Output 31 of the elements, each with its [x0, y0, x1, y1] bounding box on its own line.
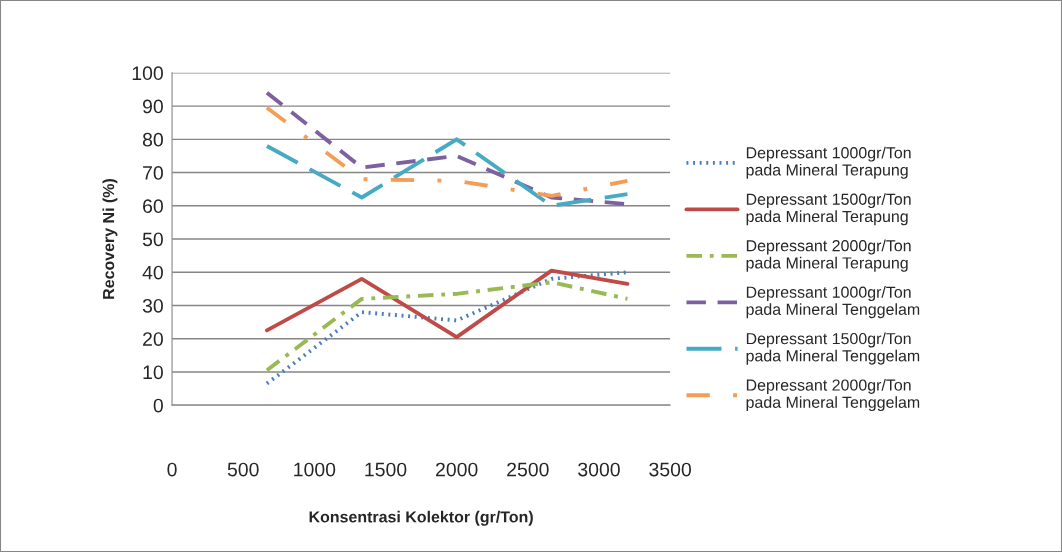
- y-axis-title: Recovery Ni (%): [102, 179, 118, 299]
- x-tick-label: 1000: [294, 462, 336, 477]
- x-tick-label: 1500: [365, 462, 407, 477]
- x-tick-label: 500: [227, 462, 259, 477]
- legend-label: Depressant 1500gr/Ton pada Mineral Tenggelam: [746, 332, 920, 365]
- y-tick-label: 80: [142, 132, 163, 147]
- y-tick-label: 20: [143, 332, 163, 346]
- legend-label: Depressant 1000gr/Ton pada Mineral Tenggelam: [746, 286, 920, 319]
- x-tick-label: 3500: [649, 462, 691, 477]
- x-tick-label: 2500: [507, 462, 549, 477]
- y-tick-label: 40: [142, 265, 163, 280]
- y-tick-label: 50: [142, 232, 163, 247]
- line-series: [264, 137, 630, 208]
- line-series: [264, 268, 630, 339]
- y-tick-label: 10: [143, 365, 163, 380]
- x-tick-label: 3000: [578, 462, 620, 477]
- y-tick-label: 60: [143, 199, 163, 214]
- y-tick-label: 30: [142, 298, 163, 313]
- x-tick-label: 2000: [436, 462, 478, 477]
- legend-label: Depressant 1500gr/Ton pada Mineral Terapung: [746, 193, 911, 226]
- y-tick-label: 100: [132, 66, 163, 81]
- line-series: [264, 280, 630, 373]
- y-tick-label: 0: [153, 398, 163, 413]
- legend-label: Depressant 2000gr/Ton pada Mineral Terapung: [746, 239, 911, 272]
- y-tick-label: 70: [143, 166, 163, 180]
- line-series: [264, 105, 630, 198]
- x-tick-label: 0: [167, 462, 177, 477]
- legend-label: Depressant 2000gr/Ton pada Mineral Tenggelam: [746, 379, 920, 412]
- y-tick-label: 90: [143, 99, 163, 114]
- legend-label: Depressant 1000gr/Ton pada Mineral Terapung: [746, 146, 911, 179]
- x-axis-title: Konsentrasi Kolektor (gr/Ton): [309, 510, 533, 526]
